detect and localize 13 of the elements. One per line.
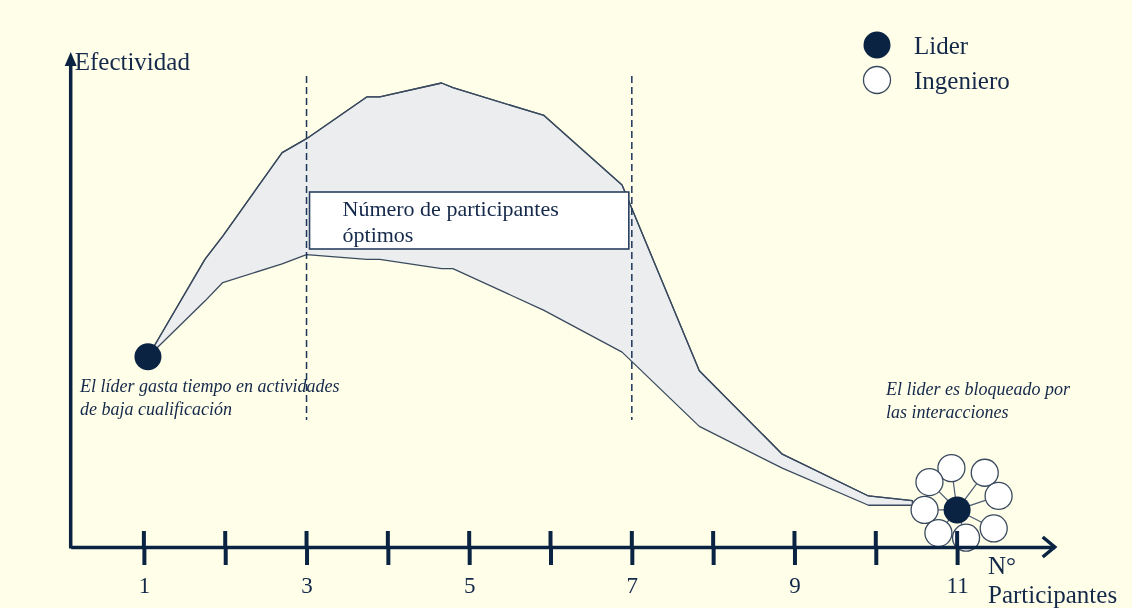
x-tick-label: 1	[138, 573, 151, 599]
x-axis-title: N° Participantes	[988, 552, 1118, 608]
x-tick-label: 11	[946, 573, 969, 599]
x-tick-label: 9	[789, 573, 801, 599]
annotation: Número de participantes óptimos	[342, 196, 559, 247]
x-tick-label: 3	[301, 573, 313, 599]
annotation: El lider es bloqueado por las interacciones	[885, 379, 1071, 422]
legend-label: Ingeniero	[914, 67, 1010, 94]
annotation: El líder gasta tiempo en actividades de baja cualificación	[78, 375, 340, 419]
legend-label: Lider	[914, 32, 969, 59]
x-tick-label: 7	[626, 573, 639, 599]
y-axis-title: Efectividad	[74, 48, 191, 75]
x-tick-label: 5	[463, 573, 476, 599]
